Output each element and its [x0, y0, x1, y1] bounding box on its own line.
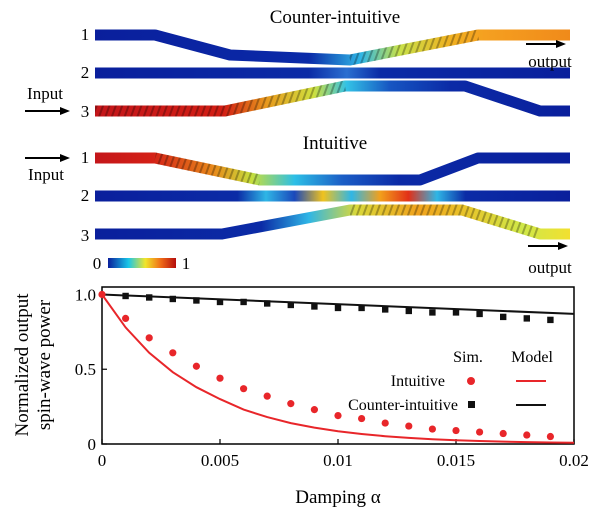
sim-point-intuitive [358, 414, 366, 423]
sim-point-counter-intuitive [122, 292, 129, 300]
x-tick-label: 0 [98, 451, 107, 470]
sim-point-counter-intuitive [500, 313, 507, 321]
sim-point-counter-intuitive [216, 298, 224, 306]
counter-intuitive-title: Counter-intuitive [270, 7, 401, 28]
ci-input-label: Input [27, 84, 63, 103]
sim-point-counter-intuitive [240, 298, 247, 306]
sim-point-counter-intuitive [382, 306, 389, 313]
i-output-arrow: output [528, 242, 572, 277]
i-waveguide-2-label: 2 [81, 186, 90, 205]
ci-output-arrow: output [526, 40, 572, 71]
legend-header-model: Model [511, 349, 553, 366]
legend-marker-intuitive [467, 377, 475, 385]
x-tick-label: 0.005 [201, 451, 239, 470]
sim-point-counter-intuitive [523, 315, 530, 322]
x-axis: 0 0.005 0.01 0.015 0.02 [98, 439, 589, 470]
sim-point-intuitive [428, 425, 436, 433]
intuitive-panel: Intuitive 1 2 3 Input output 0 1 [25, 133, 572, 277]
damping-chart: 0 0.005 0.01 0.015 0.02 0 0.5 1.0 Damping α No… [12, 285, 589, 508]
ci-waveguide-2-label: 2 [81, 63, 90, 82]
i-waveguide-3-label: 3 [81, 226, 90, 245]
legend: Sim. Model Intuitive Counter-intuitive [348, 349, 553, 414]
sim-point-intuitive [240, 385, 248, 393]
sim-point-intuitive [499, 429, 507, 438]
sim-point-counter-intuitive [311, 303, 318, 310]
x-axis-label: Damping α [295, 487, 380, 508]
x-tick-label: 0.015 [437, 451, 475, 470]
sim-point-counter-intuitive [452, 309, 460, 316]
y-tick-label: 0.5 [75, 360, 96, 379]
intuitive-title: Intuitive [303, 133, 367, 154]
sim-point-intuitive [263, 392, 271, 400]
arrow-head-icon [60, 154, 70, 162]
model-curve-intuitive [101, 293, 575, 444]
sim-point-intuitive [145, 334, 153, 342]
sim-point-counter-intuitive [264, 300, 271, 307]
y-tick-label: 0 [88, 435, 97, 454]
ci-waveguide-3-wavefronts [95, 80, 347, 117]
i-waveguide-3-wavefronts [350, 204, 542, 240]
counter-intuitive-panel: Counter-intuitive 1 2 3 Input output [25, 7, 572, 121]
i-output-label: output [528, 258, 572, 277]
colorbar: 0 1 [93, 254, 191, 273]
sim-point-intuitive [98, 290, 106, 299]
sim-point-intuitive [546, 432, 555, 441]
ci-waveguide-1 [95, 29, 570, 66]
ci-waveguide-1-label: 1 [81, 25, 90, 44]
x-tick-label: 0.02 [559, 451, 589, 470]
sim-point-intuitive [334, 411, 342, 420]
legend-header-sim: Sim. [453, 349, 483, 366]
legend-entry-counter-intuitive: Counter-intuitive [348, 397, 458, 414]
model-curves [101, 293, 575, 444]
sim-point-counter-intuitive [169, 295, 176, 303]
sim-point-counter-intuitive [287, 301, 294, 309]
sim-point-counter-intuitive [547, 316, 554, 324]
simulation-points [98, 290, 555, 441]
ci-waveguide-3-label: 3 [81, 102, 90, 121]
y-axis-label-line-1: Normalized output [12, 293, 33, 437]
sim-point-intuitive [381, 419, 389, 427]
arrow-head-icon [60, 107, 70, 115]
i-waveguide-1 [95, 152, 570, 186]
sim-point-intuitive [310, 406, 318, 414]
ci-input-arrow: Input [25, 84, 70, 115]
sim-point-intuitive [192, 362, 200, 370]
colorbar-min-label: 0 [93, 254, 102, 273]
sim-point-intuitive [287, 400, 295, 408]
legend-entry-intuitive: Intuitive [391, 373, 445, 390]
sim-point-counter-intuitive [429, 309, 436, 316]
sim-point-intuitive [452, 426, 460, 435]
y-axis: 0 0.5 1.0 [75, 285, 107, 454]
sim-point-intuitive [122, 314, 130, 322]
arrow-head-icon [558, 242, 568, 250]
sim-point-intuitive [216, 374, 224, 382]
colorbar-gradient [108, 258, 176, 268]
sim-point-counter-intuitive [193, 297, 200, 304]
i-input-label: Input [28, 165, 64, 184]
colorbar-max-label: 1 [182, 254, 191, 273]
i-waveguide-1-wavefronts [153, 152, 262, 186]
arrow-head-icon [556, 40, 566, 48]
sim-point-intuitive [169, 349, 177, 357]
sim-point-intuitive [405, 422, 413, 430]
sim-point-counter-intuitive [358, 304, 365, 312]
sim-point-counter-intuitive [146, 294, 153, 301]
sim-point-counter-intuitive [334, 304, 342, 312]
sim-point-counter-intuitive [405, 307, 412, 315]
sim-point-intuitive [523, 431, 531, 439]
sim-point-counter-intuitive [476, 310, 483, 318]
ci-output-label: output [528, 52, 572, 71]
ci-waveguide-1-wavefronts [348, 29, 480, 66]
i-waveguide-1-label: 1 [81, 148, 90, 167]
y-axis-label-line-2: spin-wave power [34, 299, 55, 430]
legend-marker-counter-intuitive [468, 401, 475, 408]
y-tick-label: 1.0 [75, 285, 96, 304]
model-curve-counter-intuitive [101, 293, 575, 315]
i-input-arrow: Input [25, 154, 70, 184]
x-tick-label: 0.01 [323, 451, 353, 470]
sim-point-intuitive [476, 428, 484, 436]
